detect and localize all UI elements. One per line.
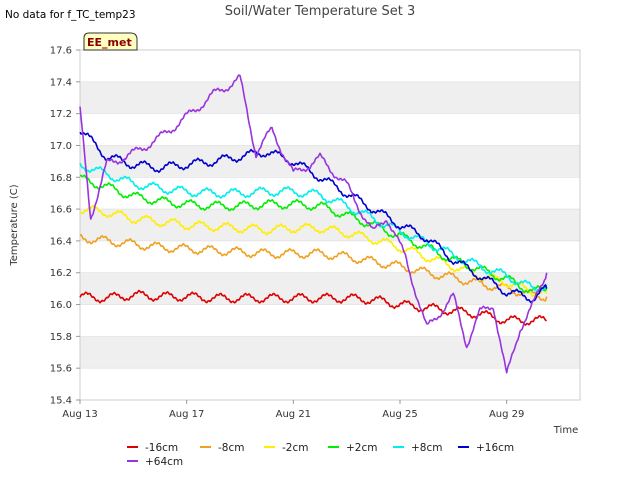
station-badge: EE_met xyxy=(83,32,138,51)
y-tick-label: 17.4 xyxy=(50,77,72,88)
series-line-+64cm xyxy=(79,74,548,374)
grid-band xyxy=(80,336,580,369)
y-tick-label: 15.6 xyxy=(50,364,72,375)
chart-title: Soil/Water Temperature Set 3 xyxy=(225,4,416,19)
x-tick-label: Aug 13 xyxy=(62,409,97,420)
no-data-message: No data for f_TC_temp23 xyxy=(5,9,136,21)
x-tick-label: Aug 29 xyxy=(489,409,524,420)
legend-item-+64cm: +64cm xyxy=(127,456,183,468)
y-axis: 15.4 15.6 15.8 16.0 16.2 16.4 16.6 16.8 17.0 17.2… xyxy=(50,46,80,407)
y-tick-label: 15.4 xyxy=(50,396,72,407)
legend-item-+2cm: +2cm xyxy=(328,442,377,454)
legend-label: -16cm xyxy=(145,442,178,454)
series-line--16cm xyxy=(79,289,547,326)
y-tick-label: 17.0 xyxy=(50,141,72,152)
y-tick-label: 16.2 xyxy=(50,268,72,279)
y-tick-label: 16.0 xyxy=(50,300,72,311)
badge-label: EE_met xyxy=(87,36,132,49)
legend-label: -8cm xyxy=(218,442,244,454)
plot-frame xyxy=(79,49,581,401)
series-layer xyxy=(79,74,548,374)
y-tick-label: 16.8 xyxy=(50,173,72,184)
legend: -16cm -8cm -2cm +2cm +8cm +16cm +64cm xyxy=(127,442,514,468)
y-tick-label: 15.8 xyxy=(50,332,72,343)
legend-item--2cm: -2cm xyxy=(264,442,308,454)
x-tick-label: Aug 25 xyxy=(382,409,417,420)
y-tick-label: 17.2 xyxy=(50,109,72,120)
y-tick-label: 16.6 xyxy=(50,205,72,216)
grid-band xyxy=(80,81,580,114)
legend-label: +8cm xyxy=(411,442,442,454)
series-line-+8cm xyxy=(79,162,548,293)
y-tick-label: 16.4 xyxy=(50,236,72,247)
series-line-+16cm xyxy=(79,131,548,304)
legend-item--16cm: -16cm xyxy=(127,442,178,454)
x-axis: Aug 13 Aug 17 Aug 21 Aug 25 Aug 29 xyxy=(62,400,524,420)
grid-band xyxy=(80,209,580,241)
x-axis-label: Time xyxy=(553,425,578,436)
legend-item-+8cm: +8cm xyxy=(393,442,442,454)
badge-background xyxy=(83,32,138,51)
legend-label: +2cm xyxy=(346,442,377,454)
legend-item-+16cm: +16cm xyxy=(458,442,514,454)
legend-item--8cm: -8cm xyxy=(200,442,244,454)
legend-label: -2cm xyxy=(282,442,308,454)
x-tick-label: Aug 21 xyxy=(276,409,311,420)
legend-label: +16cm xyxy=(476,442,514,454)
legend-label: +64cm xyxy=(145,456,183,468)
y-tick-label: 17.6 xyxy=(50,46,72,57)
grid-bands xyxy=(80,81,580,401)
series-line--8cm xyxy=(79,234,548,302)
x-tick-label: Aug 17 xyxy=(169,409,204,420)
y-axis-label: Temperature (C) xyxy=(9,184,20,266)
